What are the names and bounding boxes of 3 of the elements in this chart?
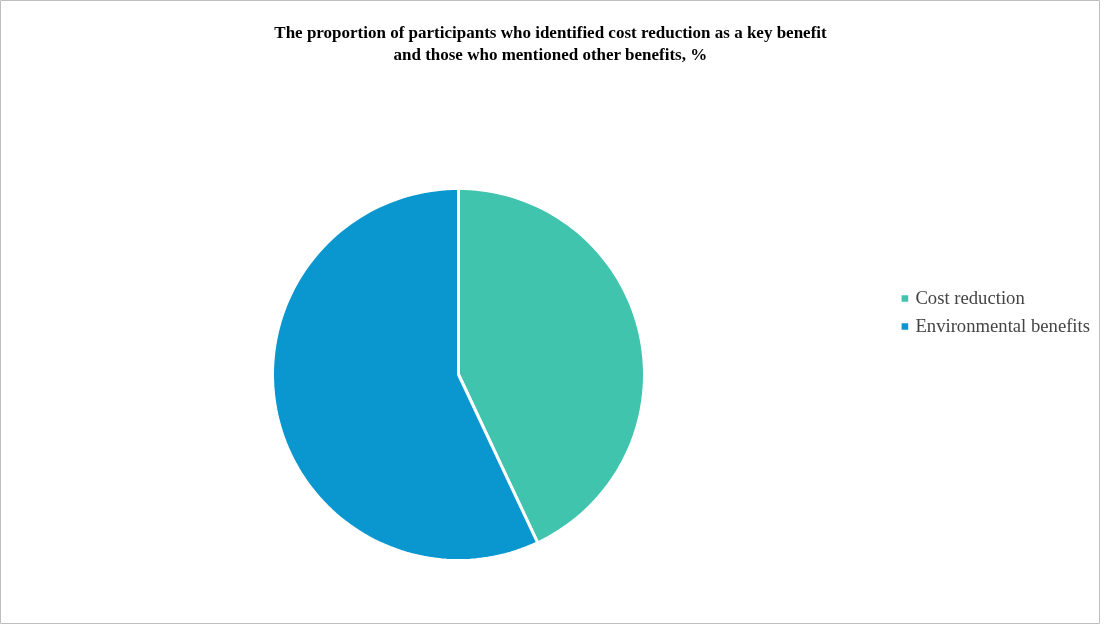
legend-label: Environmental benefits — [915, 315, 1090, 337]
chart-title: The proportion of participants who identified cost reduction as a key benefit and those who mentioned other benefits, % — [274, 22, 828, 65]
legend-label: Cost reduction — [915, 287, 1025, 309]
